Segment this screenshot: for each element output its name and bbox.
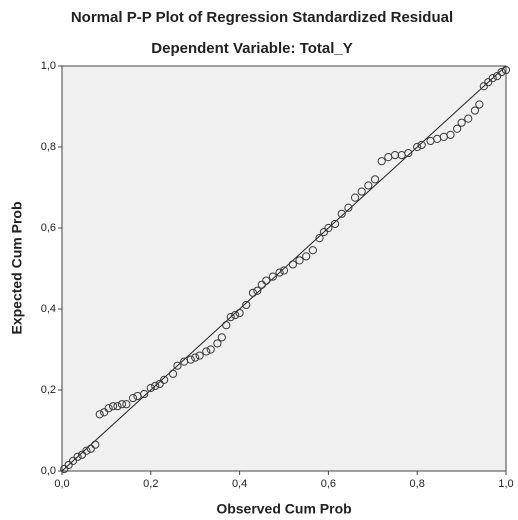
point bbox=[168, 369, 178, 378]
point bbox=[77, 450, 87, 459]
point bbox=[446, 130, 455, 139]
x-tick-label: 0,4 bbox=[232, 478, 247, 490]
point bbox=[73, 452, 82, 461]
point bbox=[242, 300, 251, 310]
point bbox=[191, 353, 200, 362]
point bbox=[470, 106, 480, 115]
point bbox=[151, 381, 160, 391]
point bbox=[173, 361, 182, 370]
point bbox=[86, 444, 95, 453]
point bbox=[104, 404, 113, 413]
point bbox=[417, 140, 426, 150]
point bbox=[69, 456, 78, 465]
point bbox=[275, 268, 284, 277]
point bbox=[235, 308, 244, 318]
point bbox=[330, 219, 340, 229]
point bbox=[95, 410, 104, 419]
point bbox=[364, 181, 373, 190]
point bbox=[257, 280, 266, 289]
point bbox=[108, 402, 118, 411]
point bbox=[146, 383, 155, 393]
point bbox=[357, 187, 366, 196]
point bbox=[413, 142, 422, 152]
point bbox=[100, 408, 109, 417]
point bbox=[206, 345, 215, 354]
point bbox=[186, 355, 195, 364]
point bbox=[350, 193, 360, 202]
point bbox=[453, 124, 462, 133]
point bbox=[82, 446, 91, 455]
chart-subtitle: Dependent Variable: Total_Y bbox=[151, 40, 352, 57]
y-tick-label: 0,8 bbox=[41, 141, 56, 153]
point bbox=[501, 65, 511, 75]
y-tick-label: 1,0 bbox=[41, 60, 56, 72]
point bbox=[60, 464, 69, 474]
point bbox=[324, 223, 333, 233]
point bbox=[217, 333, 226, 342]
point bbox=[390, 151, 400, 160]
point bbox=[457, 118, 466, 127]
y-tick-label: 0,4 bbox=[41, 303, 56, 315]
point bbox=[262, 276, 271, 285]
point bbox=[231, 310, 240, 320]
point bbox=[288, 260, 297, 269]
point bbox=[213, 339, 222, 348]
point bbox=[464, 114, 473, 123]
point bbox=[117, 400, 127, 409]
point bbox=[302, 252, 311, 261]
point bbox=[484, 78, 493, 87]
point bbox=[113, 402, 122, 411]
point bbox=[337, 209, 346, 218]
point bbox=[195, 351, 204, 360]
x-tick-label: 0,6 bbox=[321, 478, 336, 490]
chart-title: Normal P-P Plot of Regression Standardiz… bbox=[71, 9, 453, 26]
point bbox=[308, 246, 317, 255]
point bbox=[404, 148, 413, 158]
y-axis-label: Expected Cum Prob bbox=[9, 201, 25, 334]
point bbox=[64, 460, 73, 470]
point bbox=[253, 286, 262, 295]
x-tick-label: 0,8 bbox=[410, 478, 425, 490]
point bbox=[319, 227, 329, 237]
point bbox=[475, 100, 484, 109]
point bbox=[248, 288, 258, 297]
x-tick-label: 1,0 bbox=[498, 478, 513, 490]
point bbox=[91, 440, 100, 449]
y-tick-label: 0,6 bbox=[41, 222, 56, 234]
y-tick-label: 0,2 bbox=[41, 384, 56, 396]
point bbox=[128, 394, 138, 403]
point bbox=[226, 313, 235, 322]
point bbox=[140, 389, 149, 399]
point bbox=[295, 256, 304, 265]
x-axis-label: Observed Cum Prob bbox=[216, 501, 351, 517]
point bbox=[268, 272, 277, 281]
point bbox=[479, 82, 488, 91]
point bbox=[222, 321, 231, 330]
point bbox=[493, 72, 502, 81]
point bbox=[315, 234, 324, 243]
point bbox=[122, 400, 131, 409]
y-tick-label: 0,0 bbox=[41, 465, 56, 477]
x-tick-label: 0,2 bbox=[143, 478, 158, 490]
point bbox=[202, 347, 211, 356]
point bbox=[488, 74, 497, 83]
point bbox=[344, 203, 353, 212]
point bbox=[160, 375, 169, 384]
point bbox=[370, 175, 380, 184]
point bbox=[497, 67, 506, 77]
reference-line bbox=[61, 65, 507, 472]
x-tick-label: 0,0 bbox=[54, 478, 69, 490]
point bbox=[155, 379, 164, 389]
point bbox=[279, 266, 289, 275]
point bbox=[377, 157, 386, 166]
